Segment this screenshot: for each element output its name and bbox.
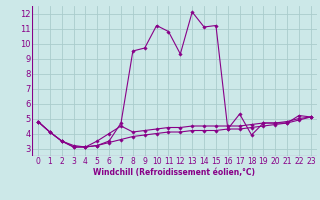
X-axis label: Windchill (Refroidissement éolien,°C): Windchill (Refroidissement éolien,°C) (93, 168, 255, 177)
